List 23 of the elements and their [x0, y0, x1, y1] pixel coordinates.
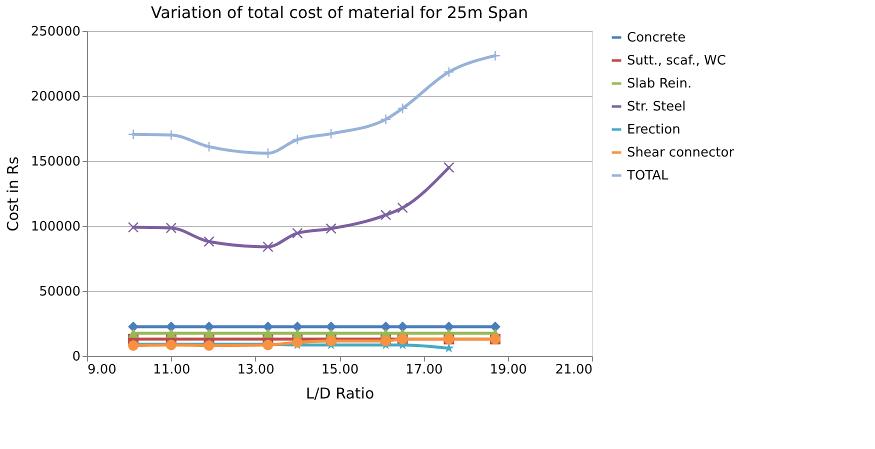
x-tick-label: 19.00	[490, 362, 527, 378]
legend-label: Str. Steel	[627, 100, 686, 114]
legend-label: Erection	[627, 122, 680, 138]
legend-label: Sutt., scaf., WC	[627, 54, 726, 68]
y-axis-title: Cost in Rs	[4, 156, 22, 232]
x-tick-label: 9.00	[88, 362, 116, 378]
x-tick-label: 15.00	[321, 362, 359, 378]
legend-label: Shear connector	[627, 146, 735, 160]
chart-title: Variation of total cost of material for 25m Span	[150, 3, 528, 22]
y-tick-label: 250000	[30, 24, 80, 40]
x-tick-label: 17.00	[406, 362, 443, 378]
legend-label: TOTAL	[626, 168, 669, 184]
y-tick-label: 200000	[30, 90, 80, 104]
y-tick-label: 0	[72, 350, 80, 364]
y-tick-label: 50000	[39, 284, 80, 300]
y-tick-label: 150000	[30, 154, 80, 170]
legend-label: Concrete	[627, 30, 686, 46]
y-tick-label: 100000	[30, 220, 80, 234]
x-tick-label: 21.00	[555, 362, 592, 378]
x-tick-label: 13.00	[237, 362, 274, 378]
x-tick-label: 11.00	[153, 362, 190, 378]
x-axis-title: L/D Ratio	[306, 384, 374, 402]
legend-label: Slab Rein.	[627, 76, 692, 92]
